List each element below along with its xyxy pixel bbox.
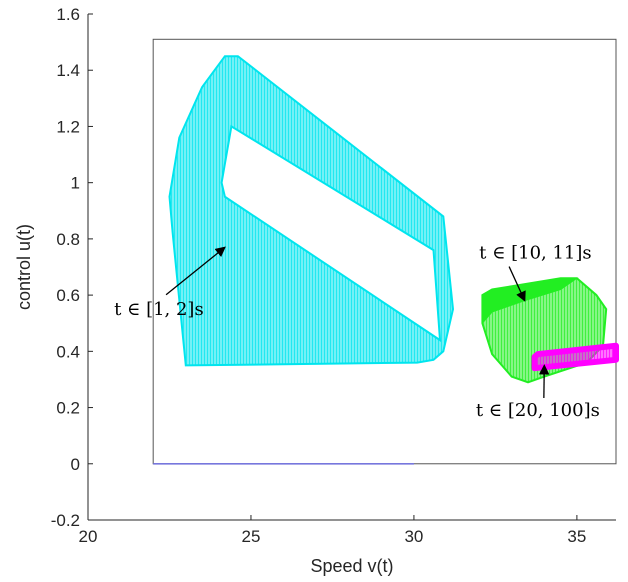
y-tick-label: 1.4 [56, 61, 80, 80]
x-tick-label: 30 [404, 527, 423, 546]
y-tick-label: 0.6 [56, 286, 80, 305]
y-tick-label: 1 [71, 174, 80, 193]
y-tick-label: 1.6 [56, 5, 80, 24]
y-tick-label: 1.2 [56, 117, 80, 136]
region-label-2: t ∈ [20, 100]s [476, 400, 600, 421]
x-tick-label: 25 [242, 527, 261, 546]
y-tick-label: 0 [71, 455, 80, 474]
y-tick-label: 0.4 [56, 342, 80, 361]
region-2-ring [531, 342, 619, 372]
region-arrow-0 [165, 246, 226, 296]
y-tick-label: 0.2 [56, 399, 80, 418]
region-arrow-1 [508, 266, 526, 302]
y-tick-label: -0.2 [51, 511, 80, 530]
regions-layer [152, 38, 619, 465]
annotations-layer: t ∈ [1, 2]s t ∈ [10, 11]s t ∈ [20, 100]s [114, 243, 600, 421]
region-1-band [481, 277, 579, 325]
region-label-1: t ∈ [10, 11]s [479, 243, 592, 264]
y-tick-label: 0.8 [56, 230, 80, 249]
y-axis-title: control u(t) [14, 224, 34, 310]
x-tick-label: 35 [567, 527, 586, 546]
x-axis-title: Speed v(t) [310, 556, 393, 576]
region-label-0: t ∈ [1, 2]s [114, 299, 204, 320]
region-0 [168, 55, 455, 367]
x-tick-label: 20 [79, 527, 98, 546]
axes-layer: 20 25 30 35 -0.2 0 0.2 0.4 0.6 0.8 1 1.2 1.4 1.6 Speed… [14, 5, 616, 576]
